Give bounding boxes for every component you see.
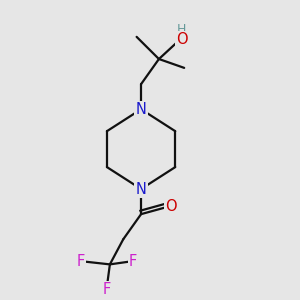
Text: N: N bbox=[136, 102, 146, 117]
Text: F: F bbox=[103, 282, 111, 297]
Text: O: O bbox=[176, 32, 188, 47]
Text: O: O bbox=[166, 199, 177, 214]
Text: H: H bbox=[176, 23, 186, 36]
Text: F: F bbox=[76, 254, 85, 269]
Text: F: F bbox=[129, 254, 137, 269]
Text: N: N bbox=[136, 182, 146, 196]
